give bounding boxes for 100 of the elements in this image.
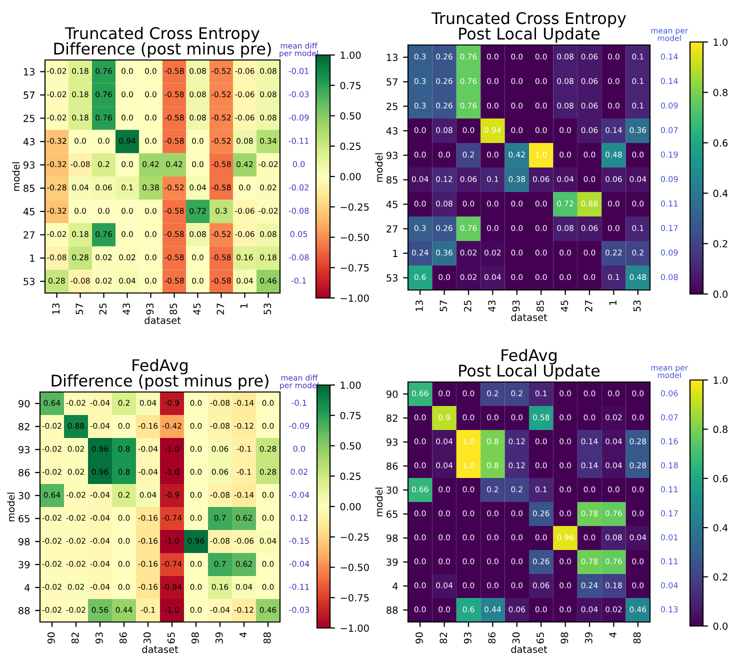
y-tick-label: 57 (24, 92, 34, 99)
color-bar-label: 0.6 (713, 139, 728, 147)
color-bar-label: 0.2 (713, 573, 728, 581)
y-tick-label: 13 (24, 68, 34, 76)
color-bar-label: 0.8 (713, 88, 728, 96)
x-tick-label: 1 (609, 300, 616, 305)
color-bar-label: 0.0 (713, 290, 728, 298)
color-bar-label: 0.75 (340, 412, 361, 420)
y2-tick-label: 0.13 (660, 606, 678, 612)
y-tick-label: 53 (386, 274, 398, 282)
y-tick-label: 86 (18, 468, 30, 476)
y2-tick-label: 0.05 (290, 230, 308, 238)
y2-tick-label: 0.04 (660, 582, 678, 588)
y-tick-label: 43 (23, 138, 34, 146)
y-tick-label: 39 (18, 560, 30, 568)
x-tick-label: 30 (143, 632, 151, 644)
y2-tick-label: 0.07 (660, 414, 678, 420)
color-bar-label: −0.25 (340, 533, 369, 541)
y-tick-label: 65 (386, 510, 398, 518)
y-tick-label: 82 (386, 414, 398, 422)
y-tick-label: 25 (386, 102, 398, 110)
y2-tick-label: -0.09 (289, 422, 310, 429)
y2-tick-label: -0.04 (289, 492, 310, 498)
y2-tick-label: 0.14 (660, 78, 678, 84)
color-bar-label: 0.4 (713, 524, 728, 532)
y2-tick-label: -0.08 (288, 208, 309, 214)
y2-tick-label: 0.11 (660, 486, 678, 492)
y-tick-label: 27 (24, 231, 34, 238)
x-tick-label: 93 (464, 632, 472, 644)
color-bar-label: 0.8 (713, 426, 728, 434)
x-axis-title: dataset (144, 316, 181, 324)
color-bar-label: −0.75 (340, 264, 369, 272)
y2-tick-label: -0.03 (289, 606, 309, 613)
y2-tick-label: 0.16 (660, 438, 678, 444)
x-tick-label: 86 (488, 632, 496, 644)
y-tick-label: 85 (386, 176, 398, 184)
y-tick-label: 86 (386, 462, 398, 470)
y2-tick-label: 0.06 (660, 390, 678, 396)
y-tick-label: 53 (24, 278, 34, 286)
x-tick-label: 82 (440, 632, 448, 644)
y2-tick-label: -0.11 (288, 138, 308, 144)
color-bar-label: 1.00 (340, 381, 361, 389)
x-tick-label: 65 (536, 632, 544, 644)
y-tick-label: 85 (24, 184, 34, 192)
y-tick-label: 43 (386, 127, 398, 135)
y2-tick-label: -0.03 (288, 91, 309, 98)
y2-tick-label: -0.08 (288, 254, 309, 260)
y-tick-label: 45 (386, 200, 398, 208)
x-tick-label: 53 (633, 300, 641, 312)
y-tick-label: 88 (386, 606, 398, 614)
color-bar-label: 0.00 (340, 502, 361, 510)
y2-tick-label: -0.11 (289, 584, 309, 590)
chart-title: Truncated Cross Entropy Post Local Update (431, 12, 626, 43)
x-tick-label: 1 (240, 304, 248, 308)
y-tick-label: 98 (386, 534, 398, 542)
x-tick-label: 4 (609, 632, 616, 638)
color-bar-label: −0.75 (340, 594, 369, 602)
y-tick-label: 93 (386, 438, 398, 446)
x-tick-label: 39 (584, 632, 592, 644)
y2-tick-label: -0.1 (291, 278, 306, 284)
x-tick-label: 39 (215, 632, 223, 644)
y2-tick-label: 0.01 (660, 534, 678, 540)
y2-tick-label: -0.1 (292, 400, 306, 406)
y-tick-label: 65 (18, 514, 30, 522)
x-tick-label: 25 (464, 300, 472, 312)
x-axis-title: dataset (142, 645, 178, 654)
chart-title: FedAvg Post Local Update (459, 348, 600, 380)
y2-tick-label: 0.18 (660, 462, 678, 468)
x-tick-label: 88 (633, 632, 641, 644)
x-tick-label: 45 (560, 300, 568, 312)
y2-tick-label: 0.17 (660, 510, 678, 516)
y2-tick-label: 0.09 (660, 176, 678, 182)
y2-tick-label: 0.11 (660, 558, 678, 564)
y-tick-label: 93 (18, 446, 30, 454)
y-axis-title: model (375, 153, 383, 182)
y-axis-title: model (7, 492, 15, 522)
color-bar-label: 0.2 (713, 240, 728, 248)
y2-tick-label: 0.11 (660, 200, 678, 207)
y2-tick-label: -0.02 (288, 184, 308, 190)
y2-tick-label: 0.08 (660, 274, 678, 280)
y2-tick-label: 0.0 (293, 446, 306, 452)
y-tick-label: 88 (18, 606, 30, 614)
y-tick-label: 1 (393, 250, 398, 257)
x-tick-label: 90 (416, 632, 423, 644)
x-tick-label: 27 (584, 300, 592, 312)
y2-tick-label: 0.09 (660, 249, 678, 256)
x-tick-label: 45 (193, 304, 201, 315)
color-bar-label: 0.50 (340, 112, 361, 120)
color-bar-label: 0.4 (713, 190, 728, 198)
y-tick-label: 1 (30, 254, 34, 262)
x-tick-label: 13 (52, 304, 60, 314)
x-tick-label: 93 (512, 300, 520, 312)
color-bar-label: 1.00 (340, 51, 361, 59)
y-tick-label: 27 (386, 225, 398, 232)
y-tick-label: 4 (24, 584, 30, 592)
y-tick-label: 39 (386, 558, 398, 566)
x-tick-label: 98 (560, 632, 568, 644)
color-bar-label: 0.75 (340, 82, 361, 90)
y-tick-label: 13 (386, 54, 398, 62)
y-tick-label: 90 (386, 390, 398, 398)
